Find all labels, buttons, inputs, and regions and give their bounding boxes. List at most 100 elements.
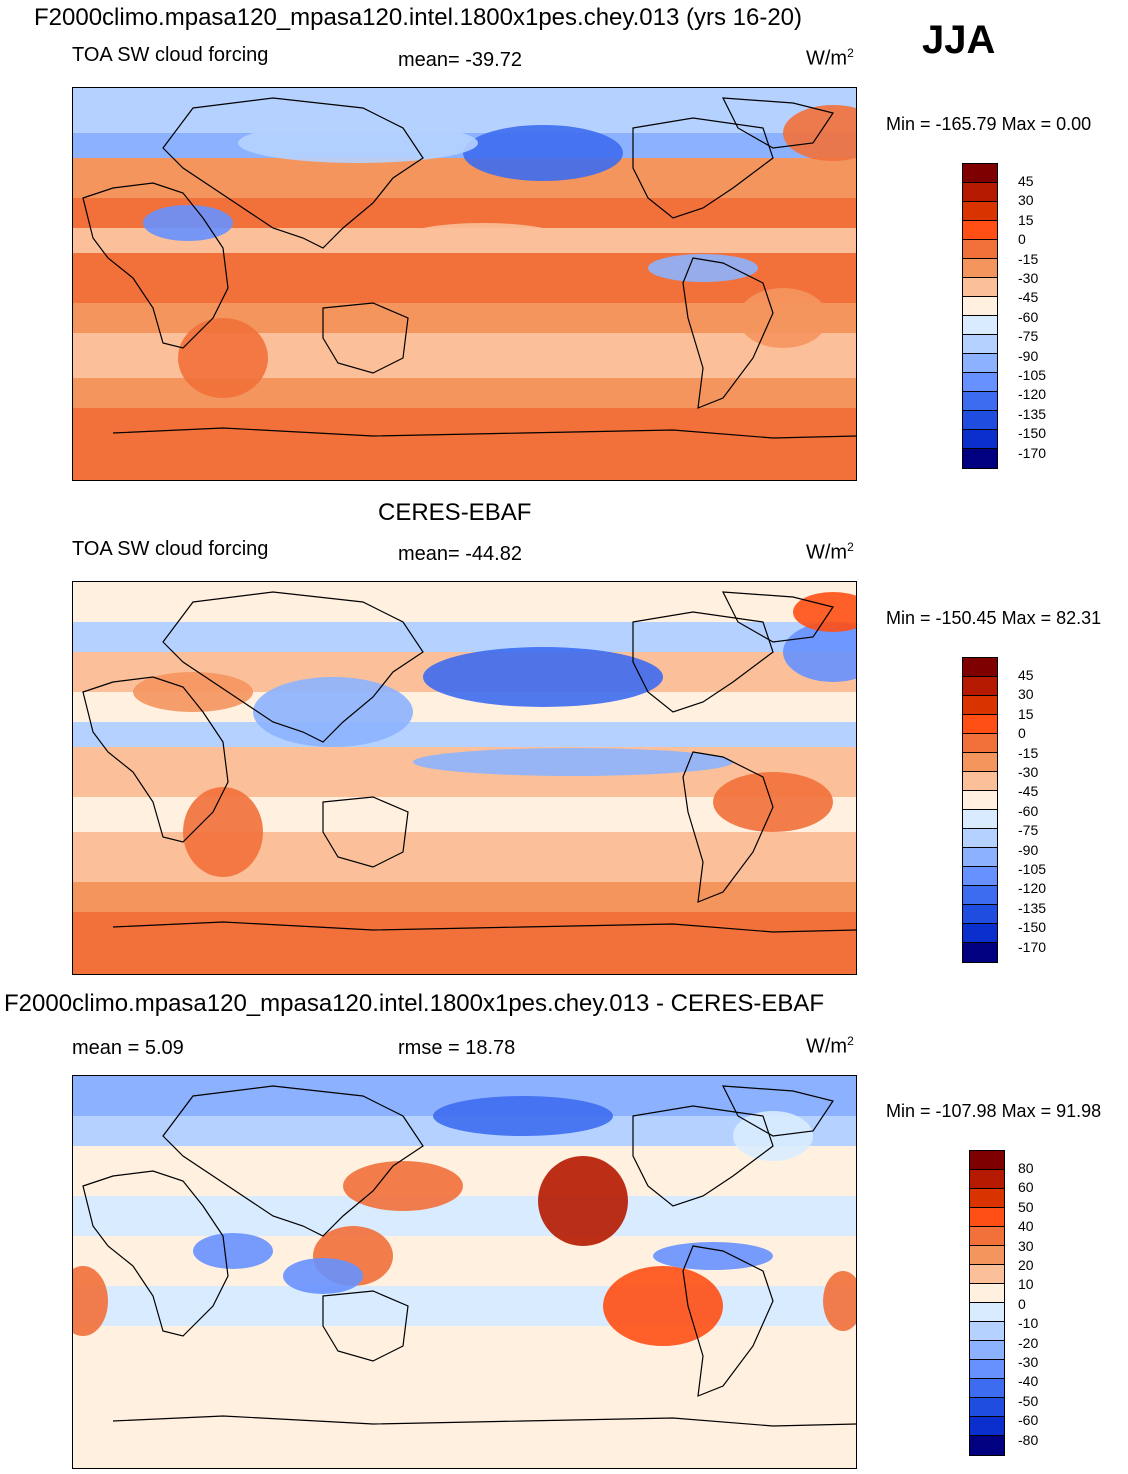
continent-outline — [112, 427, 856, 439]
colorbar-tick-label: -105 — [1018, 367, 1047, 383]
colorbar-tick-label: -30 — [1018, 1354, 1039, 1370]
colorbar-swatch — [963, 848, 997, 867]
colorbar-tick-label: -150 — [1018, 425, 1047, 442]
panel2-minmax: Min = -150.45 Max = 82.31 — [886, 608, 1102, 628]
field-feature — [413, 748, 733, 776]
colorbar-tick-label: -75 — [1018, 822, 1039, 839]
colorbar-tick-label: -40 — [1018, 1373, 1039, 1390]
field-feature — [653, 1242, 773, 1270]
colorbar-tick-label: -60 — [1018, 1412, 1039, 1429]
panel1-mean-label: mean= -39.72 — [398, 49, 522, 71]
colorbar-swatch — [970, 1303, 1004, 1322]
field-band — [73, 1286, 856, 1326]
colorbar-swatch — [963, 677, 997, 696]
colorbar-tick-label: -90 — [1018, 347, 1039, 364]
continent-outline — [322, 796, 409, 868]
continent-outline — [721, 591, 834, 643]
panel2-map-svg — [73, 582, 856, 974]
field-band — [73, 158, 856, 198]
colorbar-tick-label: 0 — [1018, 725, 1026, 742]
colorbar-tick-label: 45 — [1018, 667, 1034, 683]
colorbar-swatch — [963, 373, 997, 392]
colorbar-swatch — [970, 1341, 1004, 1360]
colorbar-tick-label: -50 — [1018, 1392, 1039, 1409]
colorbar-swatch — [970, 1398, 1004, 1417]
field-band — [73, 1326, 856, 1376]
field-feature — [133, 672, 253, 712]
panel2-units: W/m2 — [806, 540, 854, 564]
panel1-units: W/m2 — [806, 46, 854, 70]
field-feature — [463, 125, 623, 181]
colorbar-tick-label: -60 — [1018, 802, 1039, 819]
colorbar-swatch — [963, 753, 997, 772]
colorbar-swatch — [963, 259, 997, 278]
colorbar-tick-label: 40 — [1018, 1218, 1034, 1235]
field-band — [73, 88, 856, 133]
panel1-variable-label: TOA SW cloud forcing — [72, 44, 269, 66]
colorbar-tick-label: 15 — [1018, 211, 1034, 228]
colorbar-swatch — [963, 696, 997, 715]
continent-outline — [162, 97, 424, 249]
field-feature — [183, 787, 263, 877]
field-feature — [433, 1096, 613, 1136]
colorbar-tick-label: -90 — [1018, 841, 1039, 858]
field-feature — [823, 1271, 856, 1331]
colorbar-swatch — [963, 810, 997, 829]
colorbar-swatch — [963, 183, 997, 202]
field-feature — [783, 622, 856, 682]
figure-title: F2000climo.mpasa120_mpasa120.intel.1800x… — [34, 4, 803, 31]
colorbar-tick-label: -80 — [1018, 1431, 1039, 1448]
colorbar-swatch — [963, 734, 997, 753]
colorbar-tick-label: -120 — [1018, 386, 1047, 403]
field-band — [73, 882, 856, 912]
field-band — [73, 1196, 856, 1236]
field-band — [73, 582, 856, 622]
field-band — [73, 722, 856, 747]
colorbar-swatch — [963, 411, 997, 430]
colorbar-swatch — [963, 772, 997, 791]
panel3-caption: F2000climo.mpasa120_mpasa120.intel.1800x… — [4, 990, 825, 1017]
colorbar-swatch — [970, 1360, 1004, 1379]
colorbar-swatch — [963, 449, 997, 468]
continent-outline — [682, 751, 774, 903]
colorbar-tick-label: -170 — [1018, 444, 1047, 461]
field-feature — [73, 1266, 108, 1336]
colorbar-tick-label: 50 — [1018, 1198, 1034, 1215]
colorbar-swatch — [963, 392, 997, 411]
colorbar-swatch — [963, 943, 997, 962]
panel2-caption: CERES-EBAF — [378, 499, 532, 526]
panel3-units: W/m2 — [806, 1034, 854, 1058]
field-feature — [648, 254, 758, 282]
colorbar-swatch — [970, 1417, 1004, 1436]
colorbar-tick-label: 0 — [1018, 1295, 1026, 1312]
colorbar-swatch — [963, 658, 997, 677]
colorbar-swatch — [963, 715, 997, 734]
continent-outline — [112, 921, 856, 933]
continent-outline — [322, 1290, 409, 1362]
panel1-map-svg — [73, 88, 856, 480]
colorbar-tick-label: -45 — [1018, 289, 1039, 306]
panel3-map-svg — [73, 1076, 856, 1468]
colorbar-swatch — [963, 164, 997, 183]
colorbar-swatch — [970, 1379, 1004, 1398]
colorbar-swatch — [963, 886, 997, 905]
colorbar-swatch — [963, 240, 997, 259]
colorbar-tick-label: -75 — [1018, 328, 1039, 345]
panel2-mean-label: mean= -44.82 — [398, 543, 522, 565]
field-feature — [738, 288, 828, 348]
colorbar-tick-label: -170 — [1018, 938, 1047, 955]
continent-outline — [322, 302, 409, 374]
panel3-minmax: Min = -107.98 Max = 91.98 — [886, 1101, 1102, 1121]
colorbar-tick-label: -15 — [1018, 250, 1039, 267]
colorbar-tick-label: -30 — [1018, 764, 1039, 780]
colorbar-tick-label: 10 — [1018, 1276, 1034, 1293]
colorbar-swatch — [963, 905, 997, 924]
continent-outline — [82, 1170, 229, 1337]
field-band — [73, 1146, 856, 1196]
continent-outline — [162, 591, 424, 743]
colorbar-tick-label: 0 — [1018, 231, 1026, 248]
panel3-map — [72, 1075, 857, 1469]
colorbar-swatch — [963, 221, 997, 240]
field-feature — [403, 223, 563, 253]
colorbar-tick-label: -135 — [1018, 899, 1047, 916]
